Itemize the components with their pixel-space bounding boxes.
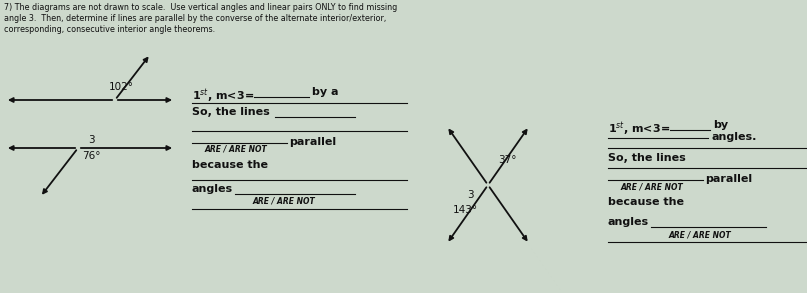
Text: ARE / ARE NOT: ARE / ARE NOT bbox=[620, 182, 683, 191]
Text: 1$^{st}$, m<3=: 1$^{st}$, m<3= bbox=[608, 120, 670, 138]
Text: by a: by a bbox=[312, 87, 338, 97]
Text: 143°: 143° bbox=[453, 205, 478, 215]
Text: because the: because the bbox=[192, 160, 268, 170]
Text: ARE / ARE NOT: ARE / ARE NOT bbox=[668, 230, 731, 239]
Text: ARE / ARE NOT: ARE / ARE NOT bbox=[252, 197, 315, 206]
Text: ARE / ARE NOT: ARE / ARE NOT bbox=[204, 145, 267, 154]
Text: So, the lines: So, the lines bbox=[192, 107, 270, 117]
Text: parallel: parallel bbox=[289, 137, 337, 147]
Text: So, the lines: So, the lines bbox=[608, 153, 686, 163]
Text: 76°: 76° bbox=[82, 151, 101, 161]
Text: 37°: 37° bbox=[498, 155, 516, 165]
Text: because the: because the bbox=[608, 197, 684, 207]
Text: angles: angles bbox=[608, 217, 649, 227]
Text: 1$^{st}$, m<3=: 1$^{st}$, m<3= bbox=[192, 87, 254, 105]
Text: angle 3.  Then, determine if lines are parallel by the converse of the alternate: angle 3. Then, determine if lines are pa… bbox=[4, 14, 387, 23]
Text: 7) The diagrams are not drawn to scale.  Use vertical angles and linear pairs ON: 7) The diagrams are not drawn to scale. … bbox=[4, 3, 397, 12]
Text: 102°: 102° bbox=[109, 82, 134, 92]
Text: corresponding, consecutive interior angle theorems.: corresponding, consecutive interior angl… bbox=[4, 25, 215, 34]
Text: angles: angles bbox=[192, 184, 233, 194]
Text: 3: 3 bbox=[88, 135, 94, 145]
Text: angles.: angles. bbox=[711, 132, 756, 142]
Text: by: by bbox=[713, 120, 728, 130]
Text: parallel: parallel bbox=[705, 174, 752, 184]
Text: 3: 3 bbox=[467, 190, 474, 200]
